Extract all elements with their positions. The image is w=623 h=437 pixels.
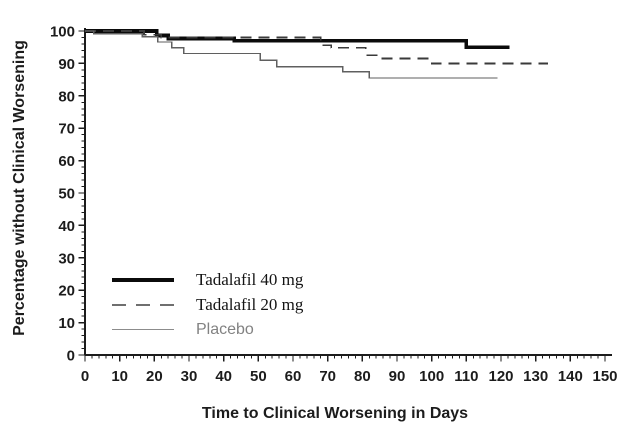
y-tick-label: 100 bbox=[50, 24, 75, 41]
y-tick-label: 30 bbox=[58, 250, 75, 267]
x-tick-label: 150 bbox=[592, 368, 617, 385]
y-tick-label: 70 bbox=[58, 121, 75, 138]
x-tick-label: 130 bbox=[523, 368, 548, 385]
dashed-line-swatch bbox=[112, 303, 174, 306]
x-tick-label: 40 bbox=[215, 368, 232, 385]
series-placebo bbox=[85, 30, 498, 79]
x-tick-label: 120 bbox=[488, 368, 513, 385]
x-tick-label: 50 bbox=[250, 368, 267, 385]
legend-item-tadalafil-20mg: Tadalafil 20 mg bbox=[112, 292, 352, 317]
y-tick-label: 80 bbox=[58, 88, 75, 105]
y-tick-label: 20 bbox=[58, 283, 75, 300]
y-tick-label: 10 bbox=[58, 315, 75, 332]
series-tadalafil-40-mg bbox=[85, 29, 510, 50]
x-axis-title: Time to Clinical Worsening in Days bbox=[201, 405, 469, 422]
series-tadalafil-20-mg bbox=[85, 30, 548, 65]
legend: Tadalafil 40 mg Tadalafil 20 mg Placebo bbox=[112, 267, 352, 342]
x-tick-label: 100 bbox=[419, 368, 444, 385]
x-tick-label: 0 bbox=[81, 368, 89, 385]
y-tick-label: 50 bbox=[58, 186, 75, 203]
thin-solid-line-swatch bbox=[112, 329, 174, 330]
y-tick-label: 60 bbox=[58, 153, 75, 170]
y-tick-label: 0 bbox=[67, 348, 75, 365]
x-tick-label: 30 bbox=[181, 368, 198, 385]
x-tick-label: 70 bbox=[319, 368, 336, 385]
x-tick-label: 110 bbox=[454, 368, 478, 385]
legend-label: Tadalafil 40 mg bbox=[196, 269, 304, 289]
legend-item-tadalafil-40mg: Tadalafil 40 mg bbox=[112, 267, 352, 292]
x-tick-label: 60 bbox=[285, 368, 302, 385]
legend-label: Tadalafil 20 mg bbox=[196, 294, 304, 314]
x-tick-label: 80 bbox=[354, 368, 371, 385]
x-tick-label: 90 bbox=[389, 368, 406, 385]
y-axis-title: Percentage without Clinical Worsening bbox=[11, 40, 28, 336]
thick-solid-line-swatch bbox=[112, 277, 174, 282]
legend-item-placebo: Placebo bbox=[112, 317, 352, 342]
legend-label: Placebo bbox=[196, 320, 254, 338]
x-tick-label: 140 bbox=[558, 368, 583, 385]
x-tick-label: 20 bbox=[146, 368, 163, 385]
y-tick-label: 90 bbox=[58, 56, 75, 73]
x-tick-label: 10 bbox=[111, 368, 128, 385]
y-tick-label: 40 bbox=[58, 218, 75, 235]
